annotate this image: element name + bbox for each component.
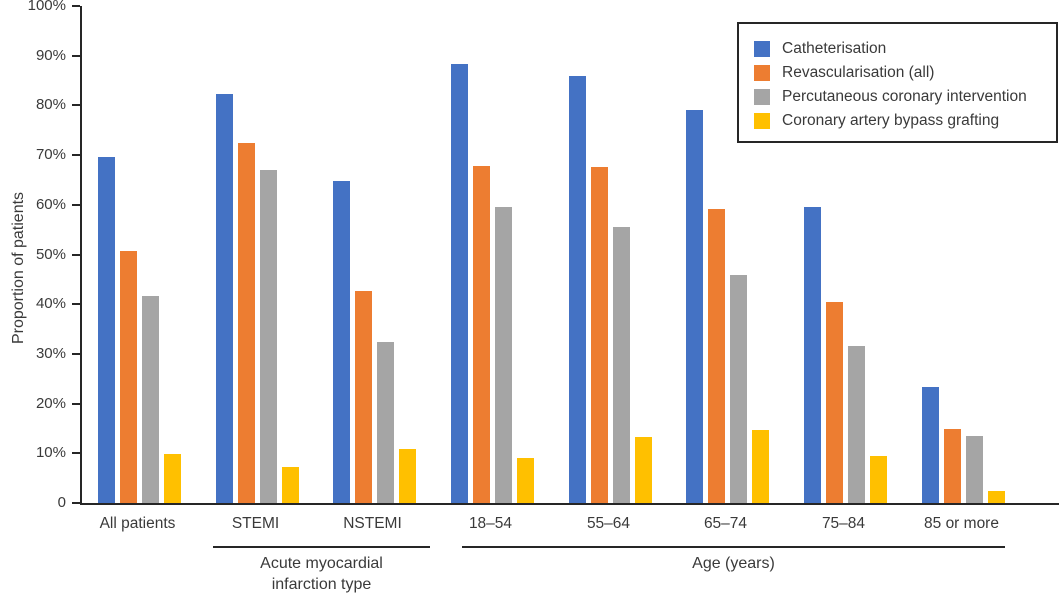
y-axis-tick [72,54,80,57]
y-axis-tick-label: 40% [35,295,66,313]
bar-catheterisation [686,109,703,503]
bar-revascularisation-all [120,251,137,503]
bar-group-85-or-more [922,386,1005,503]
legend-color-swatch [754,65,770,81]
bar-catheterisation [98,157,115,503]
section-axis-line-age-years [462,546,1005,548]
y-axis-tick-label: 70% [35,146,66,164]
bar-coronary-artery-bypass-grafting [870,455,887,503]
section-axis-label-line: Acute myocardial [260,555,383,572]
bar-revascularisation-all [591,167,608,503]
bar-group-18-54 [451,64,534,503]
bar-group-65-74 [686,109,769,503]
bar-catheterisation [333,181,350,503]
bar-percutaneous-coronary-intervention [966,436,983,503]
bar-group-55-64 [569,76,652,503]
bar-percutaneous-coronary-intervention [613,226,630,503]
y-axis-tick-label: 0 [57,494,66,511]
bar-revascularisation-all [944,428,961,503]
bar-coronary-artery-bypass-grafting [635,437,652,503]
y-axis-tick [72,303,80,306]
category-label-55-64: 55–64 [586,515,631,532]
bar-coronary-artery-bypass-grafting [164,454,181,503]
bar-percutaneous-coronary-intervention [377,342,394,503]
y-axis-tick [72,352,80,355]
bar-group-75-84 [804,206,887,503]
bar-coronary-artery-bypass-grafting [517,457,534,503]
bar-catheterisation [569,76,586,503]
plot-area: 100% 90% 80% 70% 60% 50% 40% 30% 20% 10% 0 [28,0,1059,511]
y-axis-tick-label: 100% [27,0,66,14]
category-label-stemi: STEMI [231,515,280,532]
bar-revascularisation-all [238,142,255,503]
bar-group-nstemi [333,181,416,503]
y-axis-tick [72,502,80,504]
legend-item-percutaneous-coronary-intervention: Percutaneous coronary intervention [754,85,1056,109]
bar-catheterisation [922,386,939,503]
y-axis-tick [72,5,80,7]
legend-item-label: Percutaneous coronary intervention [782,88,1027,105]
category-label-18-54: 18–54 [468,515,513,532]
bar-catheterisation [216,94,233,503]
section-axis-label-acute-myocardial-infarction-type: Acute myocardial infarction type [213,553,430,595]
y-axis-tick-label: 20% [35,394,66,412]
bar-revascularisation-all [473,166,490,503]
bar-group-all-patients [98,157,181,503]
legend-item-label: Revascularisation (all) [782,64,935,81]
y-axis-tick-label: 50% [35,245,66,263]
legend-item-revascularisation-all: Revascularisation (all) [754,61,1056,85]
category-label-nstemi: NSTEMI [343,515,402,532]
legend-item-label: Catheterisation [782,40,887,57]
legend-item-coronary-artery-bypass-grafting: Coronary artery bypass grafting [754,109,1056,133]
bar-revascularisation-all [355,291,372,503]
category-label-75-84: 75–84 [821,515,866,532]
legend-color-swatch [754,89,770,105]
bar-catheterisation [451,64,468,503]
y-axis-tick-label: 10% [35,444,66,462]
section-axis-label-age-years: Age (years) [462,553,1005,574]
y-axis-tick [72,203,80,206]
bar-coronary-artery-bypass-grafting [752,429,769,503]
category-label-65-74: 65–74 [703,515,748,532]
bar-revascularisation-all [826,302,843,503]
y-axis-tick-label: 80% [35,96,66,114]
legend-color-swatch [754,113,770,129]
legend-color-swatch [754,41,770,57]
bar-percutaneous-coronary-intervention [260,170,277,503]
bar-percutaneous-coronary-intervention [848,346,865,503]
bar-coronary-artery-bypass-grafting [988,491,1005,503]
y-axis-tick-label: 60% [35,195,66,213]
category-label-85-or-more: 85 or more [924,515,999,532]
bar-percutaneous-coronary-intervention [495,207,512,503]
bar-percutaneous-coronary-intervention [730,275,747,503]
category-label-all-patients: All patients [99,515,176,532]
legend: Catheterisation Revascularisation (all) Pe… [737,22,1058,143]
y-axis-tick [72,253,80,256]
section-axis-label-line: infarction type [271,576,372,593]
bar-group-stemi [216,94,299,503]
y-axis-tick [72,402,80,405]
y-axis-tick-label: 30% [35,344,66,362]
bar-catheterisation [804,206,821,503]
bar-coronary-artery-bypass-grafting [282,467,299,503]
y-axis-tick [72,154,80,157]
y-axis-tick [72,452,80,455]
legend-item-catheterisation: Catheterisation [754,37,1056,61]
bar-coronary-artery-bypass-grafting [399,448,416,503]
y-axis-tick [72,104,80,107]
y-axis-tick-label: 90% [35,46,66,64]
section-axis-line-acute-myocardial-infarction-type [213,546,430,548]
bar-percutaneous-coronary-intervention [142,296,159,503]
legend-item-label: Coronary artery bypass grafting [782,112,1000,129]
section-axis-label-line: Age (years) [692,555,775,572]
bar-revascularisation-all [708,208,725,503]
